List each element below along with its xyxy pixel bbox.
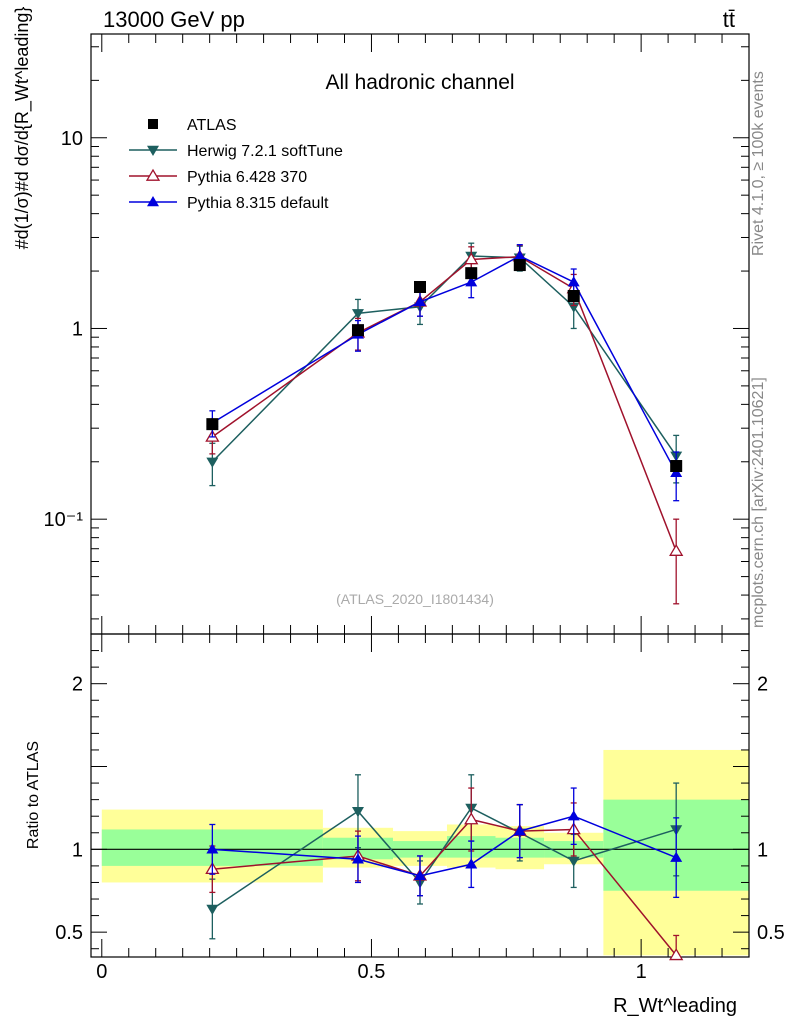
ratio-y-tick-label: 0.5 bbox=[55, 922, 83, 944]
data-point-herwig-7-2-1-softtune bbox=[351, 807, 364, 818]
data-point-pythia-8-315-default bbox=[206, 843, 219, 854]
main-ylabel: #d(1/σ)#d dσ/d{R_Wt^leading} bbox=[12, 7, 33, 250]
data-point-pythia-8-315-default bbox=[567, 810, 580, 821]
data-point-atlas bbox=[414, 280, 426, 293]
x-axis-label: R_Wt^leading bbox=[613, 995, 737, 1017]
x-tick-label: 0 bbox=[96, 961, 107, 983]
ratio-y-tick-label-right: 2 bbox=[757, 674, 768, 696]
process-label: tt̄ bbox=[723, 7, 735, 32]
analysis-id-label: (ATLAS_2020_I1801434) bbox=[336, 591, 494, 607]
data-point-herwig-7-2-1-softtune bbox=[206, 457, 219, 468]
data-point-herwig-7-2-1-softtune bbox=[351, 309, 364, 320]
source-label: mcplots.cern.ch [arXiv:2401.10621] bbox=[750, 377, 767, 628]
series-line-pythia-8-315-default bbox=[211, 255, 677, 474]
legend-label-pythia-8-315-default: Pythia 8.315 default bbox=[187, 195, 329, 212]
legend-label-pythia-6-428-370: Pythia 6.428 370 bbox=[187, 169, 307, 186]
channel-label: All hadronic channel bbox=[325, 71, 514, 94]
main-y-tick-label: 10 bbox=[61, 128, 83, 150]
ratio-y-tick-label-right: 0.5 bbox=[757, 922, 785, 944]
rivet-label: Rivet 4.1.0, ≥ 100k events bbox=[750, 71, 767, 256]
data-point-pythia-8-315-default bbox=[513, 825, 526, 836]
data-point-herwig-7-2-1-softtune bbox=[567, 856, 580, 867]
data-point-atlas bbox=[351, 324, 364, 337]
legend-label-herwig-7-2-1-softtune: Herwig 7.2.1 softTune bbox=[187, 143, 343, 160]
energy-label: 13000 GeV pp bbox=[103, 7, 245, 32]
data-point-pythia-8-315-default bbox=[670, 851, 683, 862]
ratio-y-tick-label-right: 1 bbox=[757, 839, 768, 861]
series-line-herwig-7-2-1-softtune bbox=[211, 255, 677, 463]
data-point-pythia-8-315-default bbox=[465, 858, 478, 869]
legend-marker-pythia-6-428-370 bbox=[145, 168, 161, 181]
data-point-pythia-8-315-default bbox=[414, 295, 426, 306]
ratio-y-tick-label: 1 bbox=[72, 839, 83, 861]
data-point-pythia-6-428-370 bbox=[669, 948, 684, 961]
ratio-y-tick-label: 2 bbox=[72, 674, 83, 696]
data-point-herwig-7-2-1-softtune bbox=[206, 904, 219, 915]
data-point-atlas bbox=[465, 267, 478, 280]
series-line-pythia-6-428-370 bbox=[211, 255, 677, 552]
x-tick-label: 1 bbox=[636, 961, 647, 983]
data-point-atlas bbox=[567, 289, 580, 302]
ratio-frame bbox=[90, 633, 750, 958]
legend-label-atlas: ATLAS bbox=[187, 117, 237, 134]
legend-marker-herwig-7-2-1-softtune bbox=[147, 145, 159, 156]
data-point-pythia-8-315-default bbox=[465, 276, 478, 287]
legend-marker-atlas bbox=[148, 119, 158, 129]
data-point-pythia-6-428-370 bbox=[464, 812, 479, 825]
data-point-pythia-8-315-default bbox=[351, 853, 364, 864]
main-y-tick-label: 10⁻¹ bbox=[44, 509, 84, 531]
x-tick-label: 0.5 bbox=[358, 961, 386, 983]
data-point-pythia-8-315-default bbox=[513, 249, 526, 261]
ratio-ylabel: Ratio to ATLAS bbox=[25, 741, 42, 849]
data-point-pythia-6-428-370 bbox=[669, 543, 684, 556]
data-point-atlas bbox=[206, 418, 219, 431]
data-point-pythia-8-315-default bbox=[567, 276, 580, 287]
data-point-atlas bbox=[513, 259, 526, 272]
legend-marker-pythia-8-315-default bbox=[147, 196, 159, 207]
data-point-pythia-6-428-370 bbox=[464, 252, 479, 265]
data-point-pythia-8-315-default bbox=[414, 869, 426, 881]
data-point-atlas bbox=[670, 460, 683, 473]
main-y-tick-label: 1 bbox=[72, 318, 83, 340]
